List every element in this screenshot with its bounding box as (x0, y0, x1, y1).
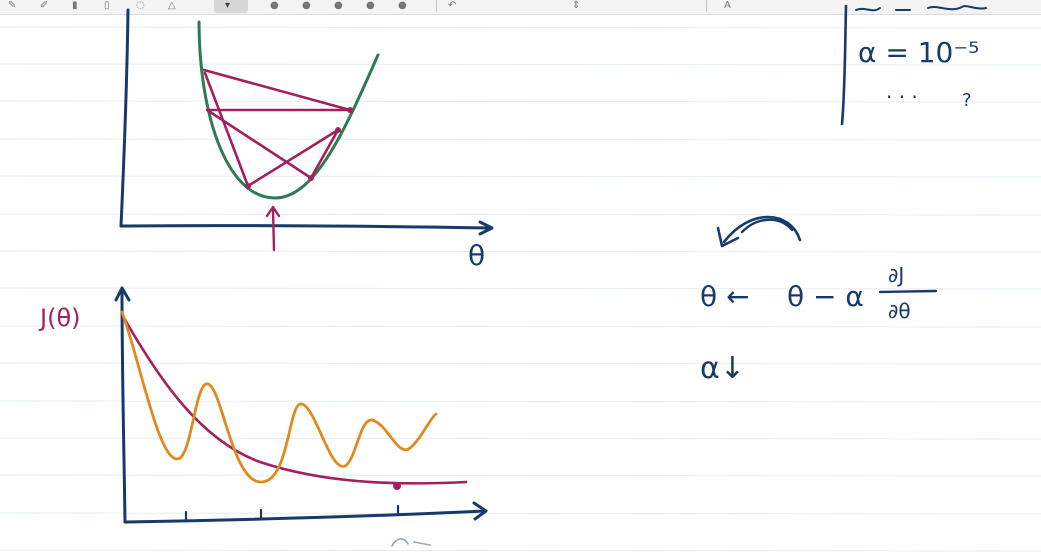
gradient-step-path (202, 68, 352, 188)
curved-arrowhead (716, 226, 740, 248)
minimum-arrow (271, 207, 276, 252)
toolbar: ✎ ✐ ▮ ▯ ◌ △ ▾ ● ● ● ● ● ↶ ⇕ A (0, 0, 1041, 15)
top-x-axis-arrow (478, 220, 494, 236)
gradient-numerator: ∂J (888, 263, 904, 287)
top-graph: θ (119, 8, 494, 272)
bottom-x-axis-arrow (472, 501, 488, 521)
bottom-graph: J(θ) (38, 286, 488, 547)
undo-icon[interactable]: ↶ (448, 0, 457, 11)
color-swatch-icon[interactable]: ● (270, 0, 279, 11)
ruled-lines (0, 26, 1041, 552)
top-y-axis (119, 8, 130, 228)
question-mark-note: ? (962, 90, 972, 111)
cost-curve (197, 20, 380, 200)
lasso-tool-icon[interactable]: ◌ (136, 0, 145, 11)
selected-pen-icon[interactable]: ▾ (225, 0, 231, 11)
pen-tool-icon[interactable]: ✎ (8, 0, 17, 11)
text-tool-icon[interactable]: A (724, 0, 731, 11)
cut-off-note-line (855, 5, 987, 12)
notes-bracket (840, 4, 848, 126)
toolbar-divider (436, 0, 437, 12)
cut-off-label-fragment (391, 538, 431, 547)
pencil-tool-icon[interactable]: ✐ (40, 0, 49, 11)
fraction-bar (878, 289, 938, 294)
toolbar-divider (706, 0, 707, 12)
notes: α = 10⁻⁵ . . . ? θ ← θ − α ∂J ∂θ α↓ (700, 4, 987, 386)
bottom-y-axis-arrow (114, 286, 131, 302)
minimum-arrowhead (265, 205, 281, 218)
oscillating-curve (120, 310, 438, 484)
eraser-tool-icon[interactable]: ▯ (104, 0, 110, 11)
update-rule-lhs: θ ← (700, 280, 750, 313)
shape-tool-icon[interactable]: △ (168, 0, 176, 11)
curved-arrow-icon (740, 218, 794, 234)
color-swatch-icon[interactable]: ● (398, 0, 407, 11)
active-tool-indicator[interactable] (214, 0, 248, 13)
highlighter-tool-icon[interactable]: ▮ (72, 0, 78, 11)
top-x-axis (119, 224, 492, 230)
bottom-y-axis (120, 288, 127, 524)
bottom-x-axis (123, 509, 487, 524)
alpha-value-note: α = 10⁻⁵ (858, 36, 979, 69)
ellipsis-note: . . . (886, 79, 918, 103)
color-swatch-icon[interactable]: ● (366, 0, 375, 11)
color-swatch-icon[interactable]: ● (334, 0, 343, 11)
update-rule-rhs: θ − α (787, 280, 864, 313)
converging-point (393, 482, 401, 490)
alpha-decrease-note: α↓ (700, 351, 745, 386)
insert-space-icon[interactable]: ⇕ (572, 0, 581, 11)
theta-axis-label: θ (468, 239, 485, 272)
step-points (245, 107, 353, 189)
gradient-denominator: ∂θ (888, 299, 911, 323)
j-theta-axis-label: J(θ) (38, 304, 81, 332)
curved-arrow-icon (722, 215, 802, 244)
color-swatch-icon[interactable]: ● (302, 0, 311, 11)
